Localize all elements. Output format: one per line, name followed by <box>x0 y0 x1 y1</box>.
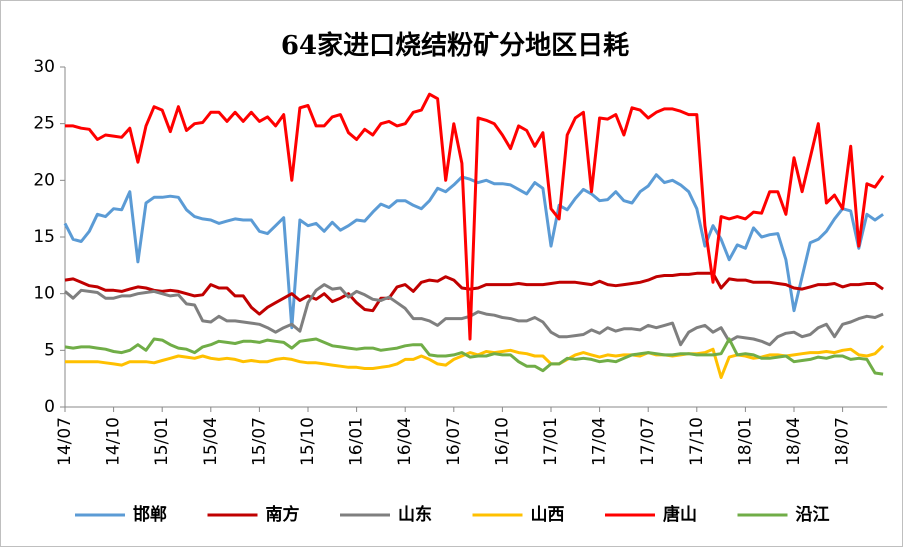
legend-label: 唐山 <box>663 504 697 525</box>
x-tick-label: 18/01 <box>735 417 755 466</box>
x-tick-label: 15/01 <box>152 417 172 466</box>
x-tick-label: 14/10 <box>104 417 124 466</box>
x-tick-label: 15/04 <box>201 417 221 466</box>
series-line <box>64 337 884 376</box>
legend-label: 山东 <box>398 504 432 525</box>
x-tick-label: 18/07 <box>833 417 853 466</box>
y-tick-label: 30 <box>33 57 55 77</box>
y-tick-label: 10 <box>33 284 55 304</box>
y-tick-label: 15 <box>33 227 55 247</box>
x-tick-label: 16/04 <box>395 417 415 466</box>
y-tick-label: 5 <box>44 340 55 360</box>
legend-label: 山西 <box>531 505 565 525</box>
x-tick-label: 18/04 <box>784 417 804 466</box>
chart-title: 64家进口烧结粉矿分地区日耗 <box>281 30 629 61</box>
x-tick-label: 15/07 <box>249 417 269 466</box>
series-line <box>63 173 884 330</box>
y-tick-label: 25 <box>33 114 55 134</box>
series-line <box>64 283 884 347</box>
x-tick-label: 14/07 <box>55 417 75 466</box>
x-tick-label: 17/10 <box>687 417 707 466</box>
series-line <box>65 344 885 379</box>
x-tick-label: 17/01 <box>541 417 561 466</box>
legend-label: 南方 <box>266 504 300 525</box>
y-tick-label: 20 <box>33 170 55 190</box>
x-tick-label: 17/07 <box>638 417 658 466</box>
x-tick-label: 16/07 <box>444 417 464 466</box>
legend-label: 沿江 <box>796 505 830 525</box>
x-tick-label: 15/10 <box>298 417 318 466</box>
series-line <box>65 92 885 341</box>
legend-label: 邯郸 <box>133 504 167 525</box>
x-tick-label: 17/04 <box>590 417 610 466</box>
y-tick-label: 0 <box>44 397 55 417</box>
series-line <box>64 271 884 316</box>
x-tick-label: 16/01 <box>347 417 367 466</box>
x-tick-label: 16/10 <box>492 417 512 466</box>
